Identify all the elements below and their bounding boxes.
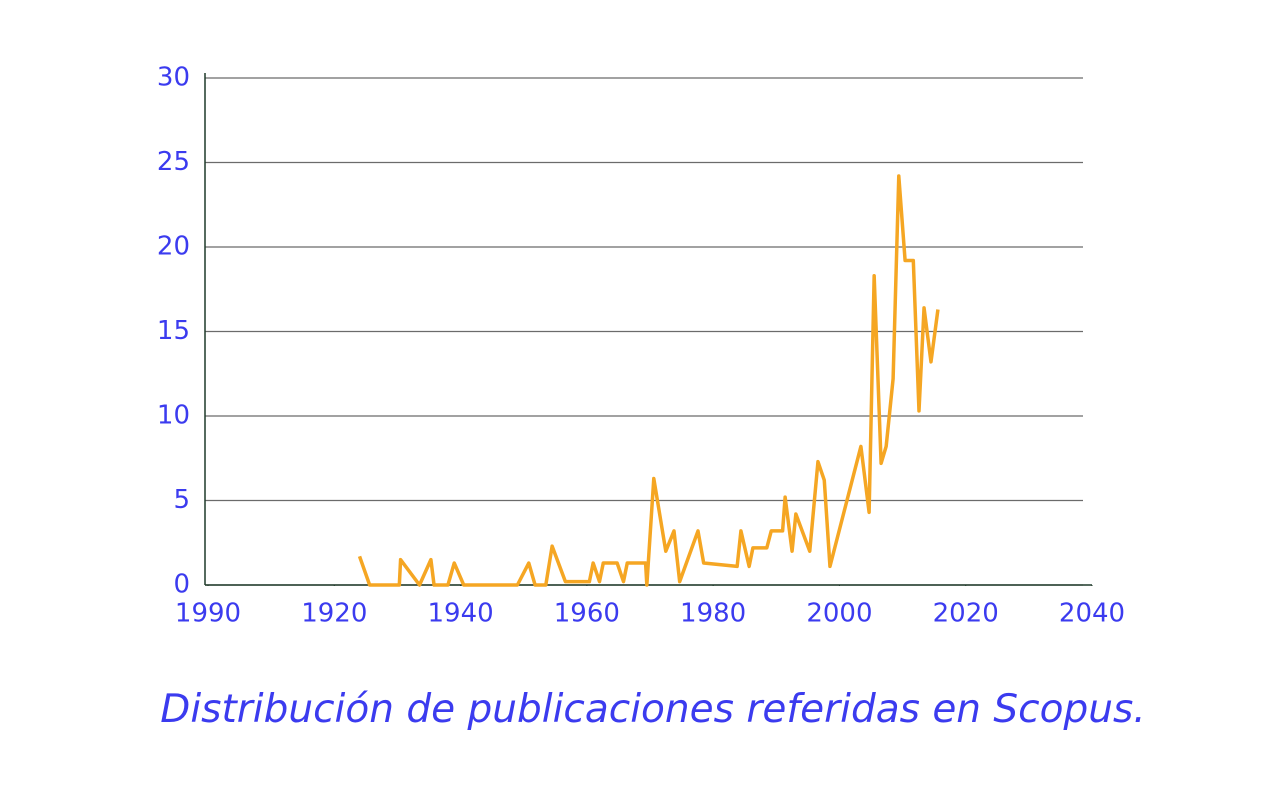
x-tick-label: 2000	[806, 599, 872, 629]
y-tick-label: 20	[157, 232, 190, 262]
caption: Distribución de publicaciones referidas …	[160, 687, 1145, 732]
y-tick-label: 25	[157, 147, 190, 177]
x-tick-label: 1940	[427, 599, 493, 629]
x-tick-label: 1990	[175, 599, 241, 629]
y-tick-label: 0	[173, 570, 190, 600]
y-tick-label: 30	[157, 63, 190, 93]
y-tick-label: 15	[157, 316, 190, 346]
x-tick-label: 1920	[301, 599, 367, 629]
x-tick-label: 1960	[554, 599, 620, 629]
data-line	[357, 174, 940, 587]
y-tick-label: 5	[173, 485, 190, 515]
x-tick-label: 2020	[933, 599, 999, 629]
x-tick-label: 2040	[1059, 599, 1125, 629]
x-tick-label: 1980	[680, 599, 746, 629]
y-tick-label: 10	[157, 401, 190, 431]
